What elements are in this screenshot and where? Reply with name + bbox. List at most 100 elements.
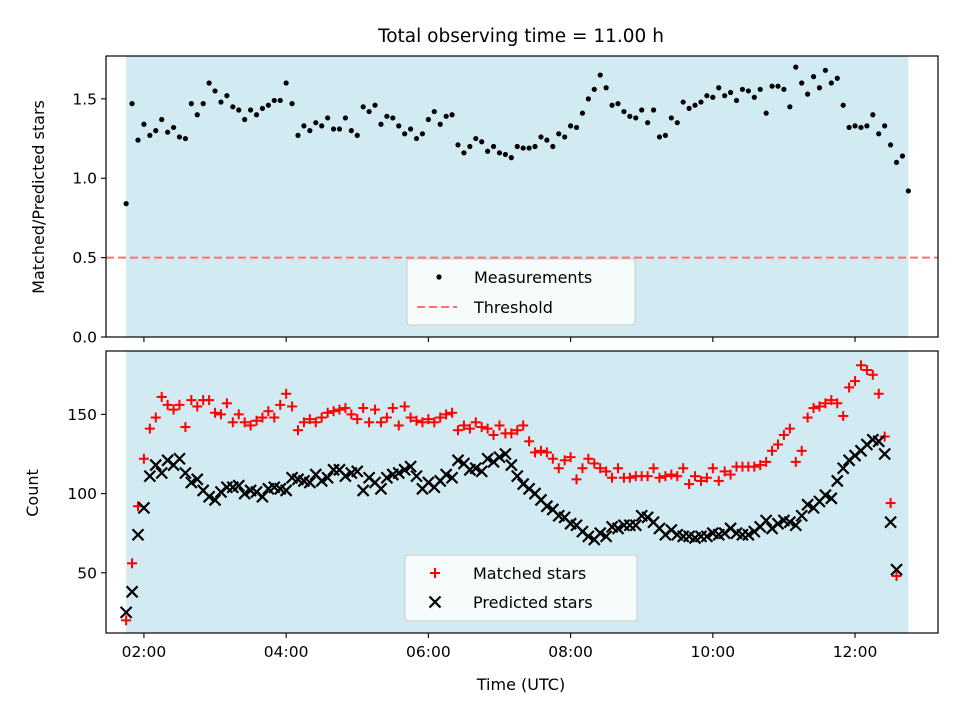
measurement-point [342,115,349,121]
matched-star-point [138,453,149,464]
measurement-point [141,121,147,127]
measurement-point [176,134,183,140]
measurement-point [182,135,189,142]
measurement-point [781,86,787,92]
matched-star-point [832,398,843,409]
matched-star-point [186,395,197,406]
measurement-point [846,124,852,131]
matched-star-point [192,401,203,412]
measurement-point [852,123,858,129]
measurement-point [508,155,514,161]
matched-star-point [713,475,724,486]
measurement-point [354,132,360,138]
measurement-point [520,145,526,151]
matched-star-point [648,463,659,474]
measurement-point [206,80,212,86]
measurement-point [722,93,728,99]
measurement-point [674,120,680,126]
matched-star-point [227,417,238,428]
matched-star-point [695,475,706,486]
measurement-point [645,120,651,126]
measurement-point [609,102,615,108]
predicted-star-point [190,473,204,486]
measurement-point [135,137,141,143]
matched-star-point [784,423,795,434]
measurement-point [550,143,556,150]
measurement-point [698,99,704,105]
matched-star-point [802,412,813,423]
matched-star-point [204,395,215,406]
measurement-point [194,112,200,118]
predicted-star-point [582,530,595,543]
predicted-star-point [374,482,388,496]
measurement-point [876,131,882,137]
matched-star-point [458,420,469,431]
matched-star-point [571,474,582,485]
measurement-point [295,132,301,138]
measurement-point [840,102,846,108]
predicted-star-point [451,454,465,467]
predicted-star-point [315,474,328,488]
measurement-point [366,108,372,115]
measurement-point [502,151,509,158]
predicted-star-point [119,606,133,619]
measurement-point [129,101,135,107]
predicted-star-point [137,501,151,515]
matched-star-point [405,412,416,423]
measurement-point [188,101,194,107]
predicted-star-point [493,450,506,464]
matched-star-point [298,417,309,428]
measurement-point [627,113,633,119]
matched-star-point [328,406,339,417]
matched-star-point [690,471,701,482]
measurement-point [751,94,757,100]
measurement-point [633,115,639,121]
measurement-point [603,85,609,91]
measurement-point [514,143,520,150]
predicted-star-point [872,435,886,448]
count-legend: Matched stars Predicted stars [404,554,638,622]
predicted-star-point [380,471,394,485]
count-xtick-label: 06:00 [406,643,451,661]
matched-star-point [245,420,256,431]
measurement-point [799,80,805,86]
matched-star-point [263,406,274,417]
matched-star-point [524,436,535,447]
matched-star-point [215,409,226,420]
matched-star-point [435,412,446,423]
matched-star-point [796,445,807,456]
measurement-point [473,135,479,142]
measurement-point [905,188,911,194]
measurement-point [485,148,491,154]
measurement-point [870,112,876,118]
matched-star-point [530,447,541,458]
matched-star-point [749,461,760,472]
predicted-star-point [339,469,352,483]
matched-star-point [334,404,345,415]
count-panel-frame [105,350,939,634]
predicted-star-point [801,498,814,511]
measurement-point [621,108,627,115]
matched-star-point [174,399,185,410]
measurement-point [805,91,811,97]
matched-star-point [162,399,173,410]
measurement-point [816,85,823,91]
predicted-star-point [185,476,198,489]
measurement-point [650,107,657,113]
matched-star-point [844,382,855,393]
predicted-star-point [836,461,850,475]
measurement-point [396,123,402,129]
matched-star-point [885,498,896,509]
predicted-star-point [771,517,785,530]
matched-star-point [375,417,386,428]
measurement-point [449,112,455,118]
measurement-point [490,143,497,150]
measurement-point [325,115,331,121]
matched-star-point [293,425,303,436]
count-xtick-label: 02:00 [122,643,167,661]
predicted-star-point [131,528,145,542]
predicted-star-point [155,466,168,480]
predicted-star-point [350,465,364,478]
measurement-point [443,113,449,119]
predicted-star-point [202,490,216,504]
